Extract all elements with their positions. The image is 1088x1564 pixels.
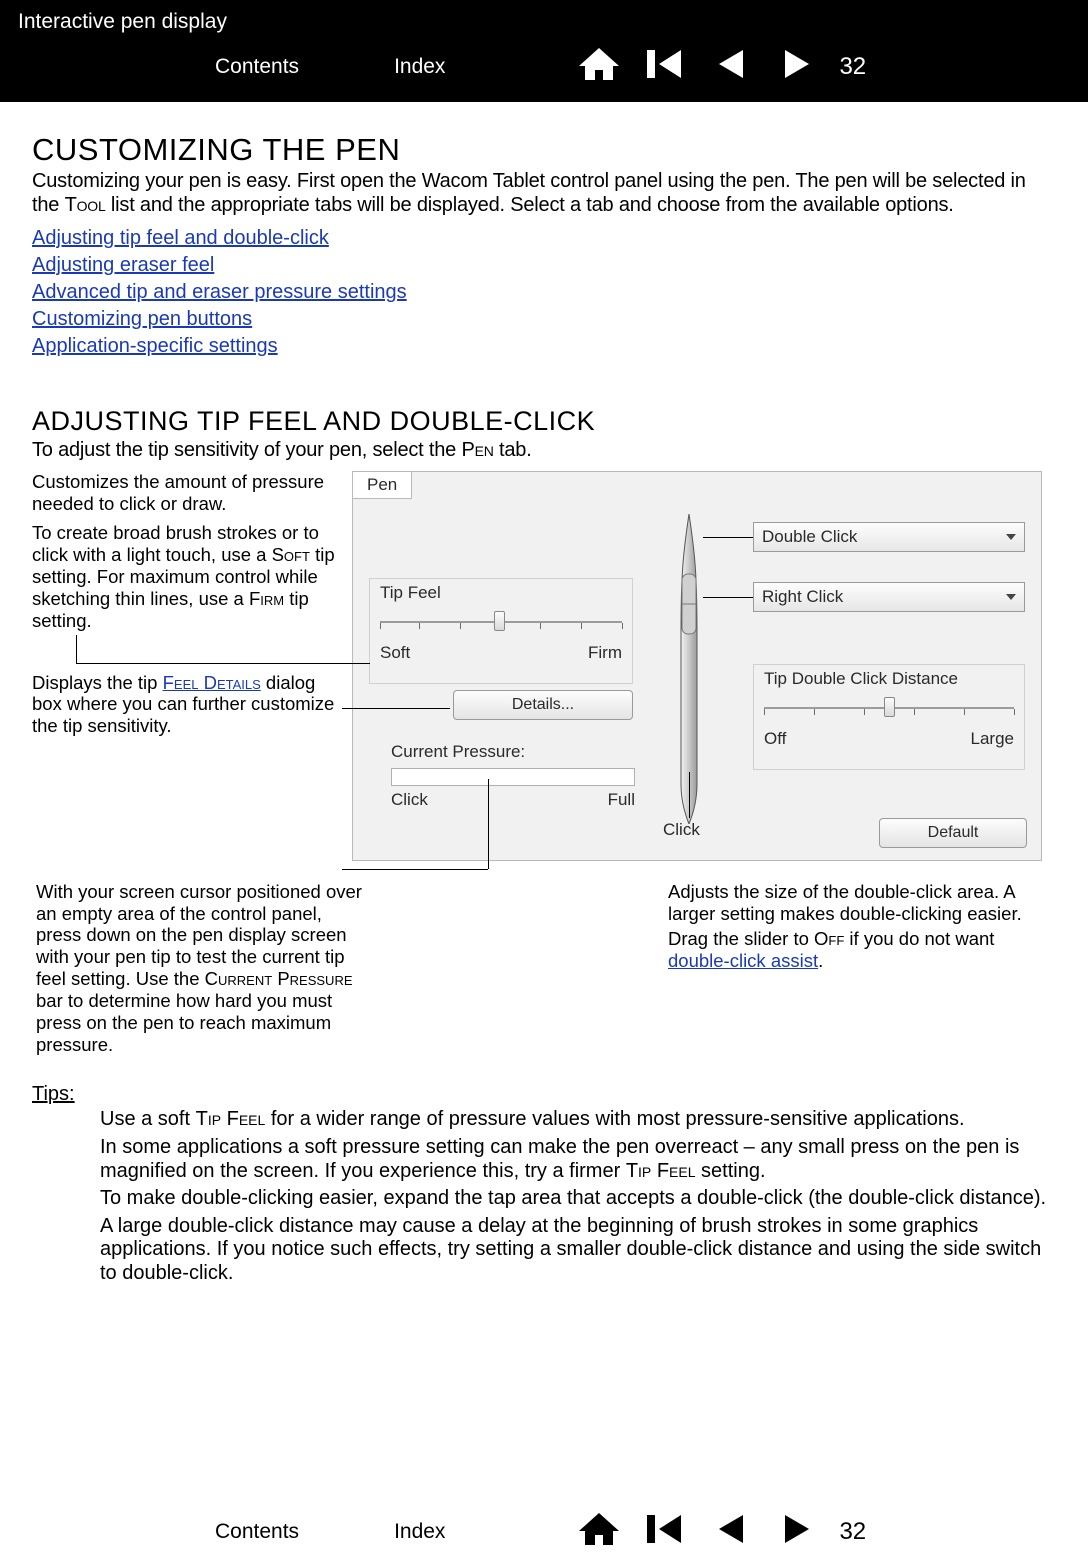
link-advanced[interactable]: Advanced tip and eraser pressure setting…	[32, 279, 1056, 306]
t1b: for a wider range of pressure values wit…	[265, 1108, 964, 1130]
link-eraser-feel[interactable]: Adjusting eraser feel	[32, 252, 1056, 279]
pen-click-label: Click	[663, 820, 700, 840]
tip-feel-group: Tip Feel Soft Firm	[369, 578, 633, 684]
pressure-minmax: Click Full	[391, 790, 635, 810]
dblgroup-label: Tip Double Click Distance	[764, 669, 958, 688]
footer-contents-link[interactable]: Contents	[215, 1520, 299, 1544]
intro-b: list and the appropriate tabs will be di…	[106, 194, 954, 216]
combo2-label: Right Click	[762, 587, 843, 607]
soft-word: Soft	[272, 544, 310, 565]
page-title: CUSTOMIZING THE PEN	[32, 132, 1056, 168]
c2-a: Displays the tip	[32, 672, 163, 693]
sub-a: To adjust the tip sensitivity of your pe…	[32, 439, 461, 461]
callout-double-click-area: Adjusts the size of the double-click are…	[668, 881, 1038, 1056]
c3-b: bar to determine how hard you must press…	[36, 990, 332, 1055]
tip-3: To make double-clicking easier, expand t…	[100, 1187, 1056, 1211]
callout-current-pressure: With your screen cursor positioned over …	[36, 881, 368, 1056]
main-content: CUSTOMIZING THE PEN Customizing your pen…	[0, 102, 1088, 1286]
curpress-word: Current Pressure	[205, 968, 353, 989]
c1: Customizes the amount of pressure needed…	[32, 471, 324, 514]
t2b: setting.	[696, 1160, 766, 1182]
footer-page-number: 32	[839, 1518, 866, 1546]
double-click-distance-group: Tip Double Click Distance Off Large	[753, 664, 1025, 770]
current-pressure-label: Current Pressure:	[391, 742, 525, 762]
soft-label: Soft	[380, 643, 410, 663]
footer-bar: Contents Index 32	[0, 1499, 1088, 1554]
pen-tab[interactable]: Pen	[353, 472, 412, 499]
pressure-max: Full	[608, 790, 635, 810]
first-page-icon[interactable]	[641, 44, 689, 89]
c4-a: Adjusts the size of the double-click are…	[668, 881, 1022, 924]
tips-heading: Tips:	[32, 1083, 1056, 1106]
footer-index-link[interactable]: Index	[394, 1520, 445, 1544]
c4-b3: .	[818, 950, 823, 971]
index-link[interactable]: Index	[394, 55, 445, 79]
first-page-icon[interactable]	[641, 1509, 689, 1554]
next-page-icon[interactable]	[773, 1509, 821, 1554]
tips-body: Use a soft Tip Feel for a wider range of…	[32, 1108, 1056, 1285]
tipfeel-word2: Tip Feel	[626, 1160, 696, 1182]
pen-word: Pen	[461, 439, 493, 461]
doc-title: Interactive pen display	[0, 0, 1088, 34]
default-button[interactable]: Default	[879, 818, 1027, 848]
prev-page-icon[interactable]	[707, 1509, 755, 1554]
large-label: Large	[971, 729, 1014, 749]
chevron-down-icon	[1006, 594, 1016, 600]
page-number: 32	[839, 53, 866, 81]
header-bar: Interactive pen display Contents Index 3…	[0, 0, 1088, 102]
right-click-combo[interactable]: Right Click	[753, 582, 1025, 612]
tip-4: A large double-click distance may cause …	[100, 1215, 1056, 1286]
callout-tip-pressure: Customizes the amount of pressure needed…	[32, 471, 342, 515]
feel-details-link[interactable]: Feel Details	[163, 672, 261, 693]
t2a: In some applications a soft pressure set…	[100, 1136, 1019, 1182]
off-label: Off	[764, 729, 786, 749]
annotated-figure: Customizes the amount of pressure needed…	[32, 471, 1056, 861]
section-title: ADJUSTING TIP FEEL AND DOUBLE-CLICK	[32, 406, 1056, 437]
tip-feel-label: Tip Feel	[380, 583, 441, 602]
callout-soft-firm: To create broad brush strokes or to clic…	[32, 522, 342, 631]
link-tip-feel[interactable]: Adjusting tip feel and double-click	[32, 225, 1056, 252]
section-intro: To adjust the tip sensitivity of your pe…	[32, 439, 1056, 463]
details-button[interactable]: Details...	[453, 690, 633, 720]
current-pressure-bar	[391, 768, 635, 786]
double-click-assist-link[interactable]: double-click assist	[668, 950, 818, 971]
tool-word: Tool	[65, 194, 106, 216]
contents-link[interactable]: Contents	[215, 55, 299, 79]
off-word: Off	[814, 928, 844, 949]
home-icon[interactable]	[575, 1509, 623, 1554]
callout-details: Displays the tip Feel Details dialog box…	[32, 672, 342, 737]
pen-tab-panel: Pen Tip Feel Soft Firm	[352, 471, 1042, 861]
tip-2: In some applications a soft pressure set…	[100, 1136, 1056, 1183]
home-icon[interactable]	[575, 44, 623, 89]
lower-callouts: With your screen cursor positioned over …	[32, 881, 1056, 1056]
pressure-min: Click	[391, 790, 428, 810]
callouts-left: Customizes the amount of pressure needed…	[32, 471, 352, 861]
link-pen-buttons[interactable]: Customizing pen buttons	[32, 306, 1056, 333]
chevron-down-icon	[1006, 534, 1016, 540]
section-links: Adjusting tip feel and double-click Adju…	[32, 225, 1056, 360]
tip-1: Use a soft Tip Feel for a wider range of…	[100, 1108, 1056, 1132]
firm-word: Firm	[249, 588, 284, 609]
firm-label: Firm	[588, 643, 622, 663]
prev-page-icon[interactable]	[707, 44, 755, 89]
c4-b2: if you do not want	[844, 928, 994, 949]
tips-word: Tips	[32, 1083, 69, 1105]
c4-b1: Drag the slider to	[668, 928, 814, 949]
sub-b: tab.	[494, 439, 532, 461]
tipfeel-word1: Tip Feel	[196, 1108, 266, 1130]
intro-text: Customizing your pen is easy. First open…	[32, 170, 1056, 217]
t1a: Use a soft	[100, 1108, 196, 1130]
double-click-combo[interactable]: Double Click	[753, 522, 1025, 552]
double-click-slider[interactable]	[764, 697, 1014, 727]
tip-feel-slider[interactable]	[380, 611, 622, 641]
next-page-icon[interactable]	[773, 44, 821, 89]
link-app-specific[interactable]: Application-specific settings	[32, 333, 1056, 360]
combo1-label: Double Click	[762, 527, 857, 547]
